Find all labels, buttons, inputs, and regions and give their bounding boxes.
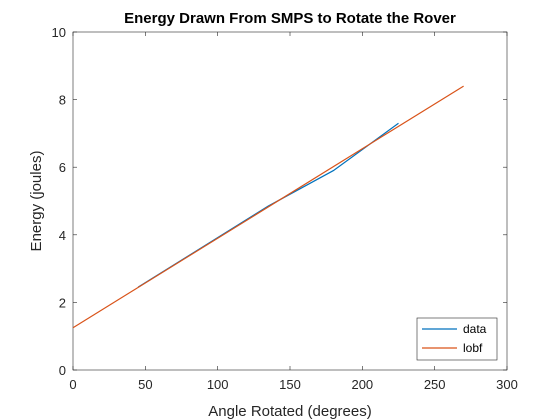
y-tick-label: 4 (59, 228, 66, 243)
x-tick-label: 0 (69, 377, 76, 392)
chart-title: Energy Drawn From SMPS to Rotate the Rov… (124, 10, 456, 27)
axis-ticks: 0 50 100 150 200 250 300 0 2 4 6 8 10 (52, 25, 518, 392)
x-tick-label: 150 (279, 377, 301, 392)
legend-label-data: data (463, 322, 487, 336)
x-tick-label: 100 (207, 377, 229, 392)
plot-area (72, 31, 508, 371)
y-tick-label: 2 (59, 295, 66, 310)
y-tick-label: 8 (59, 93, 66, 108)
x-tick-label: 300 (496, 377, 518, 392)
x-tick-label: 50 (138, 377, 152, 392)
legend-box (416, 317, 498, 361)
series-lines (72, 85, 464, 329)
y-tick-label: 10 (52, 25, 66, 40)
y-tick-label: 6 (59, 160, 66, 175)
axes-box (72, 31, 508, 371)
x-tick-label: 250 (424, 377, 446, 392)
y-tick-label: 0 (59, 363, 66, 378)
x-axis-label: Angle Rotated (degrees) (208, 403, 371, 420)
y-axis-label: Energy (joules) (28, 151, 45, 252)
x-tick-label: 200 (351, 377, 373, 392)
legend: data lobf (416, 317, 498, 361)
series-line-lobf (72, 85, 464, 329)
legend-label-lobf: lobf (463, 341, 483, 355)
